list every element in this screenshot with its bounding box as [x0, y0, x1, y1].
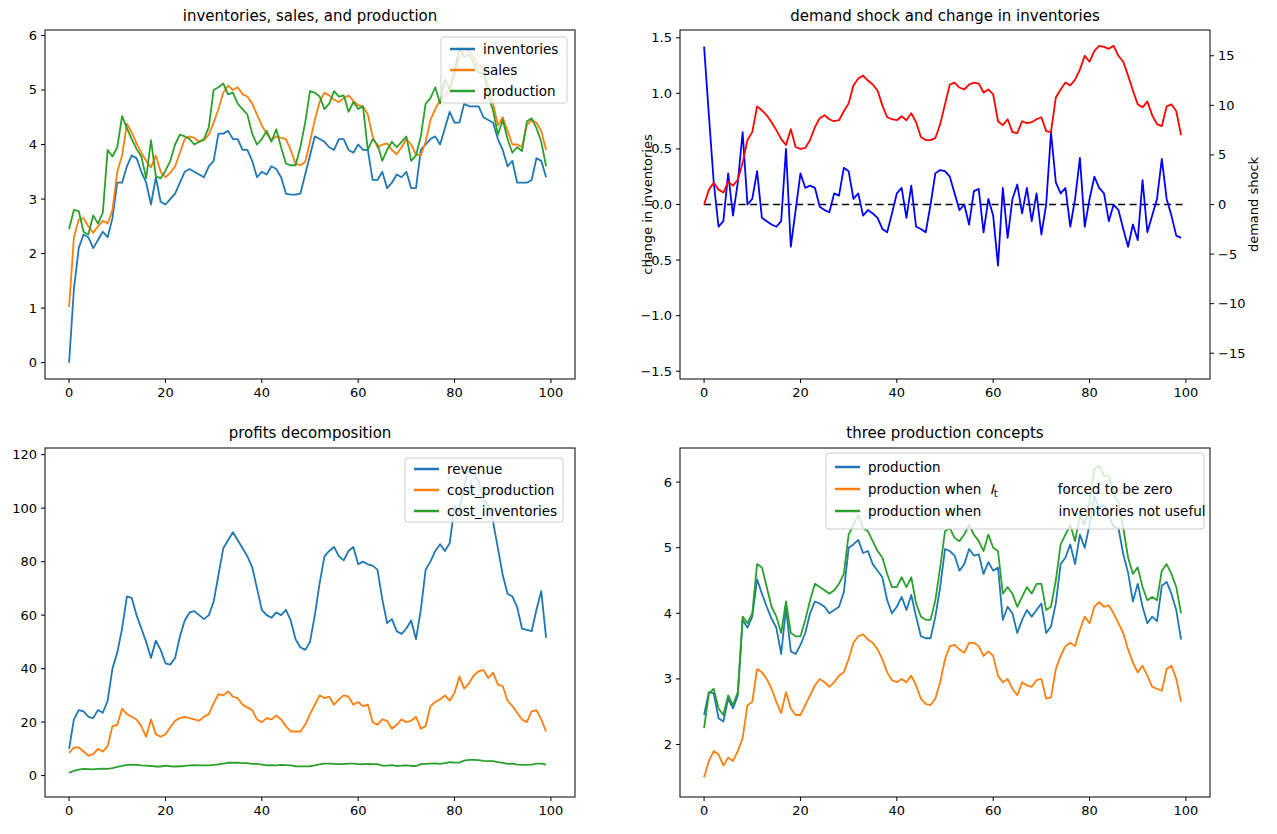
legend-label: production when inventories not useful: [868, 503, 1206, 519]
chart-inventories-sales-production: 0 20 40 60 80 100 0 1 2 3 4 5 6 inventories sales produ…: [0, 0, 639, 417]
y-tick-label: 120: [12, 447, 37, 462]
y-tick-label: 4: [29, 137, 37, 152]
y-tick-label: 3: [664, 671, 672, 686]
y2-tick-label: 5: [1218, 147, 1226, 162]
y2-tick-label: 0: [1218, 197, 1226, 212]
legend: inventories sales production: [441, 37, 567, 103]
x-tick-label: 20: [792, 385, 809, 400]
x-tick-label: 20: [157, 803, 174, 818]
x-tick-label: 0: [65, 385, 73, 400]
y-tick-label: −1.5: [640, 364, 672, 379]
y-tick-label: 1.5: [651, 30, 672, 45]
x-tick-label: 0: [700, 803, 708, 818]
y-tick-label: 40: [20, 661, 37, 676]
y-tick-label: 60: [20, 608, 37, 623]
y2-tick-label: 10: [1218, 98, 1235, 113]
chart-title-three-production-concepts: three production concepts: [680, 424, 1210, 442]
y-tick-label: 2: [664, 737, 672, 752]
y2-axis-label: demand shock: [1246, 156, 1261, 252]
x-tick-label: 100: [1173, 803, 1198, 818]
x-tick-label: 60: [350, 803, 367, 818]
y-tick-label: 100: [12, 501, 37, 516]
y-tick-label: 4: [664, 606, 672, 621]
x-tick-label: 0: [65, 803, 73, 818]
x-tick-label: 80: [446, 385, 463, 400]
y2-tick-label: 15: [1218, 48, 1235, 63]
y-tick-label: 6: [29, 28, 37, 43]
y2-tick-label: −15: [1218, 346, 1245, 361]
x-tick-label: 100: [538, 385, 563, 400]
x-tick-label: 0: [700, 385, 708, 400]
y-tick-label: 6: [664, 475, 672, 490]
y-tick-label: 0: [29, 768, 37, 783]
x-tick-label: 80: [1081, 803, 1098, 818]
legend-label: cost_inventories: [447, 503, 557, 519]
y-tick-label: 0: [29, 355, 37, 370]
x-tick-label: 80: [1081, 385, 1098, 400]
y-tick-label: 1: [29, 301, 37, 316]
x-tick-label: 40: [254, 803, 271, 818]
x-tick-label: 100: [1173, 385, 1198, 400]
y-axis-label: change in inventories: [640, 134, 655, 275]
y-tick-label: 20: [20, 715, 37, 730]
legend-label: revenue: [447, 461, 502, 477]
chart-demand-shock-change-inventories: 020406080100−1.5−1.0−0.50.00.51.01.5−15−…: [638, 0, 1277, 417]
chart-three-production-concepts: 0 20 40 60 80 100 2 3 4 5 6 production production wh…: [638, 417, 1277, 834]
chart-profits-decomposition: 0 20 40 60 80 100 0 20 40 60 80 100 120 revenue cost_p…: [0, 417, 639, 834]
chart-title-inventories-sales-production: inventories, sales, and production: [45, 7, 575, 25]
y2-tick-label: −5: [1218, 247, 1237, 262]
y-tick-label: 1.0: [651, 86, 672, 101]
x-tick-label: 60: [985, 385, 1002, 400]
y-tick-label: 2: [29, 246, 37, 261]
legend-label: cost_production: [447, 482, 554, 498]
x-tick-label: 20: [157, 385, 174, 400]
x-tick-label: 100: [538, 803, 563, 818]
x-tick-label: 40: [889, 385, 906, 400]
legend-label: production when It forced to be zero: [868, 481, 1173, 499]
legend-label: inventories: [483, 41, 558, 57]
chart-title-demand-shock: demand shock and change in inventories: [680, 7, 1210, 25]
y-tick-label: 3: [29, 192, 37, 207]
x-tick-label: 20: [792, 803, 809, 818]
legend-label: sales: [483, 62, 517, 78]
legend-label: production: [868, 459, 941, 475]
y-tick-label: −1.0: [640, 308, 672, 323]
legend: production production when It forced to b…: [826, 453, 1206, 529]
y-tick-label: 80: [20, 554, 37, 569]
y2-tick-label: −10: [1218, 296, 1245, 311]
x-tick-label: 80: [446, 803, 463, 818]
legend-label: production: [483, 83, 556, 99]
x-tick-label: 60: [985, 803, 1002, 818]
y-tick-label: 5: [29, 82, 37, 97]
x-tick-label: 40: [889, 803, 906, 818]
y-tick-label: 5: [664, 540, 672, 555]
legend: revenue cost_production cost_inventories: [405, 458, 563, 522]
chart-title-profits-decomposition: profits decomposition: [45, 424, 575, 442]
x-tick-label: 40: [254, 385, 271, 400]
x-tick-label: 60: [350, 385, 367, 400]
matplotlib-figure: 0204060801000123456inventoriessalesprodu…: [0, 0, 1277, 834]
